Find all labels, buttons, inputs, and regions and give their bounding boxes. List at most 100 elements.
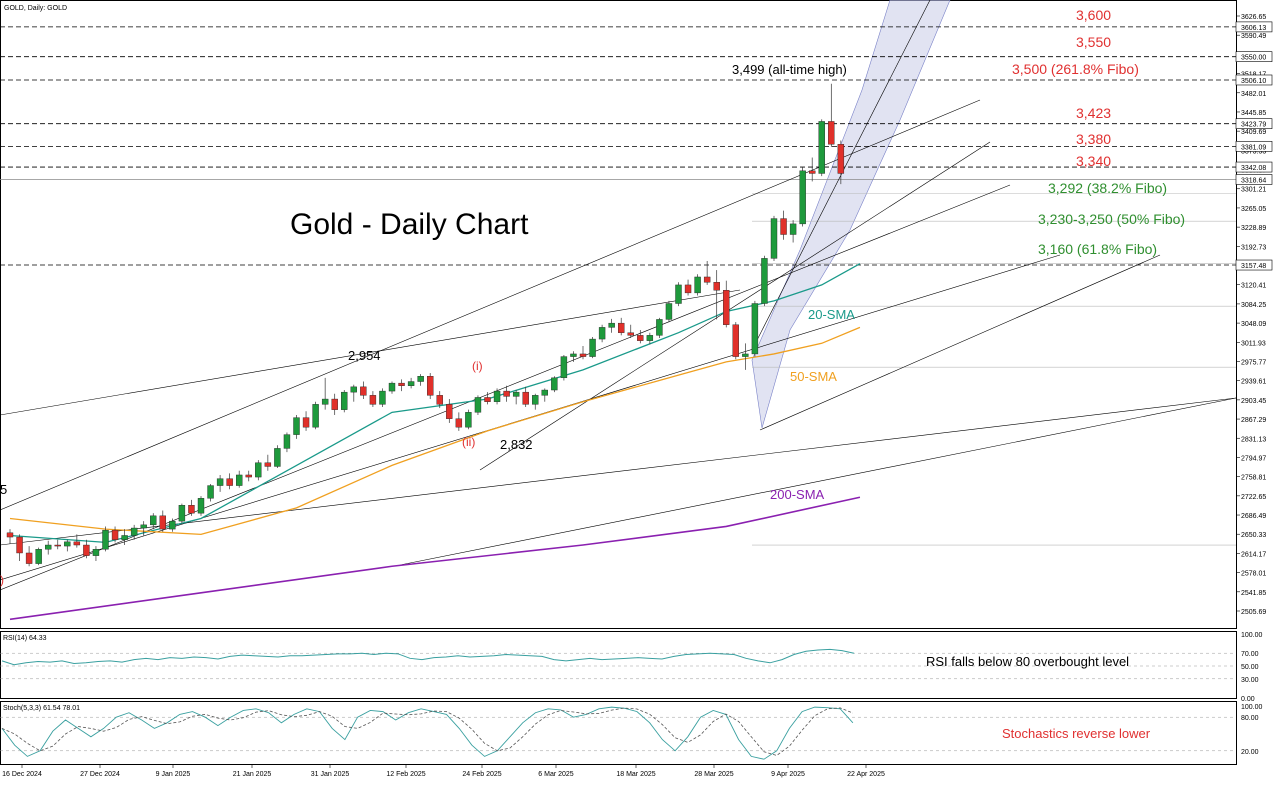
- candle-down: [579, 353, 587, 357]
- trend-line: [399, 397, 1236, 566]
- candle-up: [293, 417, 300, 435]
- rsi-tick-label: 0.00: [1241, 696, 1255, 703]
- price-tag-label: 3550.00: [1241, 55, 1266, 62]
- rsi-tick-label: 100.00: [1241, 632, 1263, 639]
- candle-up: [140, 524, 147, 529]
- y-tick-label: 3301.21: [1241, 187, 1266, 194]
- stoch-tick-label: 20.00: [1241, 749, 1259, 756]
- candle-up: [379, 390, 386, 405]
- stoch-panel-frame: [0, 701, 1237, 765]
- candle-down: [837, 144, 845, 174]
- y-tick-label: 3445.85: [1241, 110, 1266, 117]
- candle-down: [73, 541, 81, 546]
- price-tag-label: 3342.08: [1241, 165, 1266, 172]
- price-tag-box: [1235, 74, 1273, 86]
- candle-down: [25, 552, 33, 564]
- sma20-line: [9, 263, 861, 544]
- candle-down: [684, 284, 692, 294]
- candle-up: [570, 353, 577, 357]
- price-tag-box: [1235, 51, 1273, 62]
- candle-up: [130, 527, 138, 536]
- candle-up: [665, 303, 673, 320]
- candle-down: [226, 478, 233, 486]
- x-tick-label: 21 Jan 2025: [233, 771, 272, 778]
- y-tick-label: 2686.49: [1241, 513, 1266, 520]
- candle-up: [532, 395, 539, 405]
- candle-up: [675, 284, 682, 304]
- y-tick-label: 2794.97: [1241, 455, 1266, 462]
- sma20-label: 20-SMA: [808, 307, 855, 322]
- y-tick-label: 3626.65: [1241, 14, 1266, 21]
- y-tick-label: 2578.01: [1241, 571, 1266, 578]
- candle-up: [417, 376, 424, 382]
- candle-down: [446, 404, 453, 419]
- candle-up: [465, 412, 472, 428]
- candle-up: [551, 377, 558, 391]
- stoch-tick-label: 80.00: [1241, 715, 1259, 722]
- candle-down: [723, 290, 730, 325]
- candle-down: [6, 532, 14, 538]
- x-tick-label: 16 Dec 2024: [2, 771, 42, 778]
- rsi-tick-label: 50.00: [1241, 664, 1259, 671]
- candle-up: [45, 544, 52, 550]
- candle-up: [789, 223, 797, 235]
- candle-up: [197, 498, 205, 514]
- price-tag-label: 3318.64: [1241, 177, 1266, 184]
- candle-up: [92, 549, 100, 556]
- candle-down: [427, 376, 434, 396]
- candle-down: [503, 390, 510, 397]
- stoch-label: Stoch(5,3,3) 61.54 78.01: [3, 705, 80, 712]
- candle-down: [703, 276, 711, 283]
- main-panel-frame: [0, 0, 1237, 629]
- candle-up: [283, 434, 291, 449]
- wave-i-label: (i): [472, 359, 483, 373]
- candle-down: [245, 474, 252, 478]
- candle-down: [188, 505, 195, 514]
- ascending-channel: [751, 0, 951, 429]
- candle-up: [216, 478, 224, 486]
- y-tick-label: 2614.17: [1241, 551, 1266, 558]
- candle-down: [780, 218, 787, 235]
- x-tick-label: 6 Mar 2025: [538, 771, 574, 778]
- candle-up: [207, 485, 214, 499]
- stoch-tick-label: 100.00: [1241, 704, 1263, 711]
- y-tick-label: 3048.09: [1241, 321, 1266, 328]
- candle-up: [321, 398, 329, 405]
- price-tag-box: [1235, 161, 1273, 173]
- candle-up: [64, 541, 71, 547]
- candle-down: [732, 324, 739, 357]
- candle-up: [608, 322, 615, 328]
- price-tag-label: 3506.10: [1241, 78, 1266, 85]
- candle-down: [637, 335, 644, 341]
- price-tag-box: [1235, 259, 1273, 271]
- y-tick-label: 2903.45: [1241, 398, 1266, 405]
- candle-down: [522, 391, 529, 405]
- candle-down: [436, 395, 443, 405]
- candle-up: [341, 391, 348, 410]
- y-tick-label: 3482.01: [1241, 91, 1266, 98]
- res-label-3380: 3,380: [1076, 131, 1111, 147]
- stoch-d-line: [1, 707, 854, 756]
- candle-up: [312, 404, 319, 428]
- low-2832-label: 2,832: [500, 437, 533, 452]
- candle-down: [16, 536, 23, 554]
- res-label-3600: 3,600: [1076, 7, 1111, 23]
- candle-up: [121, 535, 128, 540]
- candle-up: [178, 505, 186, 522]
- price-tag-box: [1235, 118, 1273, 129]
- rsi-panel-frame: [0, 631, 1237, 699]
- candle-up: [646, 335, 654, 341]
- y-tick-label: 2867.29: [1241, 417, 1266, 424]
- candle-up: [770, 218, 778, 259]
- sup-label-3230: 3,230-3,250 (50% Fibo): [1038, 211, 1185, 227]
- res-label-3423: 3,423: [1076, 105, 1111, 121]
- trend-line: [479, 141, 991, 471]
- candle-down: [627, 332, 634, 336]
- x-tick-label: 31 Jan 2025: [311, 771, 350, 778]
- candle-up: [541, 389, 548, 396]
- candle-down: [331, 398, 338, 410]
- candle-up: [169, 520, 176, 530]
- y-tick-label: 2758.81: [1241, 475, 1266, 482]
- candle-down: [455, 418, 463, 428]
